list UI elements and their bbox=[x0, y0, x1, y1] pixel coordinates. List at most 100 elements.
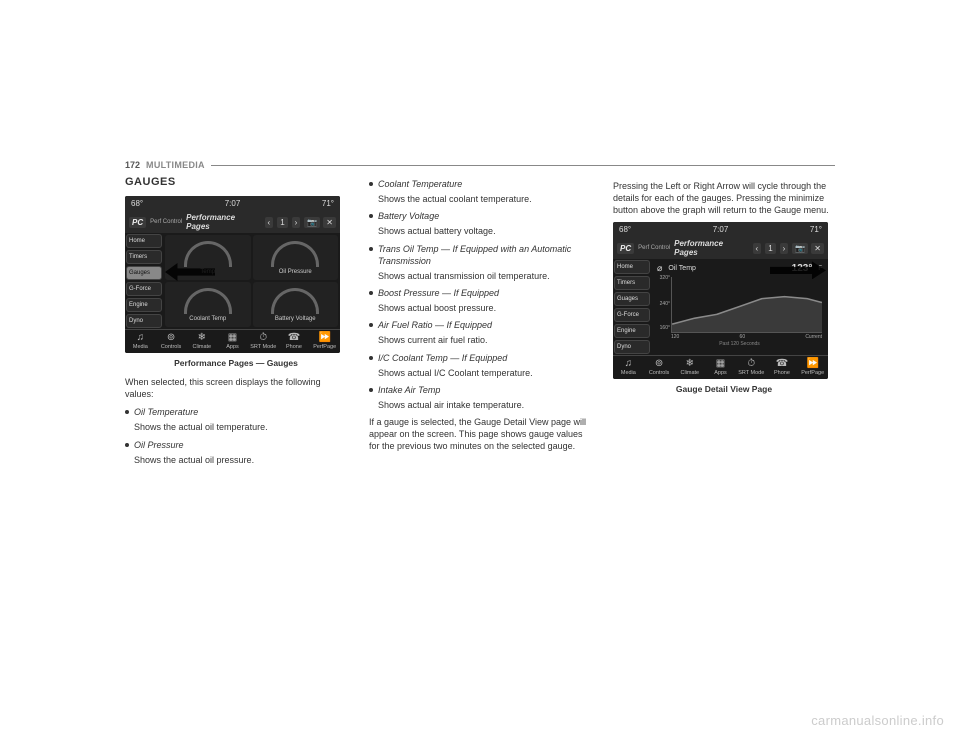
gauge-label: Battery Voltage bbox=[275, 316, 316, 322]
climate-icon: ❄ bbox=[186, 333, 217, 343]
temp-right: 71° bbox=[322, 199, 334, 208]
tab-dyno[interactable]: Dyno bbox=[126, 314, 162, 328]
nav-prev-button[interactable]: ‹ bbox=[753, 243, 762, 254]
y-tick: 240° bbox=[658, 301, 670, 307]
x-axis: 120 60 Current bbox=[671, 334, 822, 340]
screen-body: Home Timers Guages G-Force Engine Dyno ⌀… bbox=[613, 259, 828, 355]
camera-icon[interactable]: 📷 bbox=[304, 217, 320, 228]
screenshot2-caption: Gauge Detail View Page bbox=[613, 384, 835, 394]
nav-srt-mode[interactable]: ⏱SRT Mode bbox=[736, 356, 767, 379]
tab-gforce[interactable]: G-Force bbox=[614, 308, 650, 322]
nav-climate[interactable]: ❄Climate bbox=[186, 330, 217, 353]
gauge-arc-icon bbox=[271, 288, 319, 314]
term: Battery Voltage bbox=[378, 210, 591, 222]
media-icon: ♫ bbox=[125, 333, 156, 343]
perf-pages-title: Performance Pages bbox=[674, 239, 748, 257]
tab-timers[interactable]: Timers bbox=[614, 276, 650, 290]
nav-apps[interactable]: ▦Apps bbox=[217, 330, 248, 353]
nav-label: Phone bbox=[774, 370, 790, 376]
close-icon[interactable]: ✕ bbox=[323, 217, 336, 228]
climate-icon: ❄ bbox=[674, 359, 705, 369]
nav-label: Apps bbox=[714, 370, 727, 376]
nav-prev-button[interactable]: ‹ bbox=[265, 217, 274, 228]
tab-timers[interactable]: Timers bbox=[126, 250, 162, 264]
perf-pages-title: Performance Pages bbox=[186, 213, 260, 231]
camera-icon[interactable]: 📷 bbox=[792, 243, 808, 254]
nav-next-button[interactable]: › bbox=[780, 243, 789, 254]
nav-page-indicator: 1 bbox=[277, 217, 287, 228]
nav-srt-mode[interactable]: ⏱SRT Mode bbox=[248, 330, 279, 353]
tab-gforce[interactable]: G-Force bbox=[126, 282, 162, 296]
nav-climate[interactable]: ❄Climate bbox=[674, 356, 705, 379]
term: Oil Temperature bbox=[134, 406, 347, 418]
desc: Shows the actual coolant temperature. bbox=[378, 193, 591, 205]
screenshot1-caption: Performance Pages — Gauges bbox=[125, 358, 347, 368]
srt-mode-icon: ⏱ bbox=[248, 333, 279, 343]
term: Coolant Temperature bbox=[378, 178, 591, 190]
gauge-coolant-temp[interactable]: Coolant Temp bbox=[165, 282, 251, 327]
gauge-arc-icon bbox=[184, 288, 232, 314]
clock: 7:07 bbox=[225, 199, 241, 208]
gauge-oil-pressure[interactable]: Oil Pressure bbox=[253, 235, 339, 280]
nav-phone[interactable]: ☎Phone bbox=[767, 356, 798, 379]
desc: Shows actual boost pressure. bbox=[378, 302, 591, 314]
gauge-arc-icon bbox=[271, 241, 319, 267]
nav-apps[interactable]: ▦Apps bbox=[705, 356, 736, 379]
gauge-detail-screenshot: 68° 7:07 71° PC Perf Control Performance… bbox=[613, 222, 828, 379]
nav-media[interactable]: ♫Media bbox=[125, 330, 156, 353]
section-label: MULTIMEDIA bbox=[146, 160, 205, 170]
tab-home[interactable]: Home bbox=[126, 234, 162, 248]
nav-media[interactable]: ♫Media bbox=[613, 356, 644, 379]
x-tick: 120 bbox=[671, 334, 679, 340]
desc: Shows actual battery voltage. bbox=[378, 225, 591, 237]
nav-perfpage[interactable]: ⏩PerfPage bbox=[797, 356, 828, 379]
list-item: Oil Temperature Shows the actual oil tem… bbox=[125, 406, 347, 433]
nav-phone[interactable]: ☎Phone bbox=[279, 330, 310, 353]
term: Trans Oil Temp — If Equipped with an Aut… bbox=[378, 243, 591, 267]
term: Intake Air Temp bbox=[378, 384, 591, 396]
nav-controls[interactable]: ⊚Controls bbox=[156, 330, 187, 353]
col1-list: Oil Temperature Shows the actual oil tem… bbox=[125, 406, 347, 466]
nav-label: PerfPage bbox=[313, 344, 336, 350]
clock: 7:07 bbox=[713, 225, 729, 234]
nav-label: Controls bbox=[649, 370, 669, 376]
tab-engine[interactable]: Engine bbox=[614, 324, 650, 338]
list-item: Battery Voltage Shows actual battery volt… bbox=[369, 210, 591, 237]
bottom-nav-bar: ♫Media ⊚Controls ❄Climate ▦Apps ⏱SRT Mod… bbox=[125, 329, 340, 353]
tab-dyno[interactable]: Dyno bbox=[614, 340, 650, 354]
nav-controls[interactable]: ⊚Controls bbox=[644, 356, 675, 379]
graph-area: ⌀ Oil Temp 123° F 320° 240° 160° bbox=[651, 259, 828, 355]
list-item: Intake Air Temp Shows actual air intake t… bbox=[369, 384, 591, 411]
apps-icon: ▦ bbox=[217, 333, 248, 343]
status-bar: 68° 7:07 71° bbox=[613, 222, 828, 237]
column-3: Pressing the Left or Right Arrow will cy… bbox=[613, 176, 835, 471]
y-tick: 320° bbox=[658, 275, 670, 281]
tab-engine[interactable]: Engine bbox=[126, 298, 162, 312]
tab-gauges[interactable]: Guages bbox=[614, 292, 650, 306]
gauge-battery-voltage[interactable]: Battery Voltage bbox=[253, 282, 339, 327]
gauge-label: Oil Pressure bbox=[279, 269, 312, 275]
controls-icon: ⊚ bbox=[644, 359, 675, 369]
desc: Shows actual I/C Coolant temperature. bbox=[378, 367, 591, 379]
list-item: Boost Pressure — If EquippedShows actual… bbox=[369, 287, 591, 314]
pc-header-row: PC Perf Control Performance Pages ‹ 1 › … bbox=[613, 237, 828, 259]
desc: Shows the actual oil temperature. bbox=[134, 421, 347, 433]
phone-icon: ☎ bbox=[767, 359, 798, 369]
three-column-layout: GAUGES 68° 7:07 71° PC Perf Control Perf… bbox=[125, 176, 835, 471]
list-item: Air Fuel Ratio — If EquippedShows curren… bbox=[369, 319, 591, 346]
col1-intro: When selected, this screen displays the … bbox=[125, 376, 347, 400]
nav-label: SRT Mode bbox=[250, 344, 276, 350]
watermark: carmanualsonline.info bbox=[811, 713, 944, 728]
tab-home[interactable]: Home bbox=[614, 260, 650, 274]
nav-label: Media bbox=[621, 370, 636, 376]
close-icon[interactable]: ✕ bbox=[811, 243, 824, 254]
nav-perfpage[interactable]: ⏩PerfPage bbox=[309, 330, 340, 353]
trend-chart: 320° 240° 160° bbox=[671, 277, 822, 333]
list-item: Coolant Temperature Shows the actual cool… bbox=[369, 178, 591, 205]
media-icon: ♫ bbox=[613, 359, 644, 369]
nav-next-button[interactable]: › bbox=[292, 217, 301, 228]
nav-label: Media bbox=[133, 344, 148, 350]
desc: Shows actual air intake temperature. bbox=[378, 399, 591, 411]
list-item: Oil Pressure Shows the actual oil pressu… bbox=[125, 439, 347, 466]
tab-gauges[interactable]: Gauges bbox=[126, 266, 162, 280]
